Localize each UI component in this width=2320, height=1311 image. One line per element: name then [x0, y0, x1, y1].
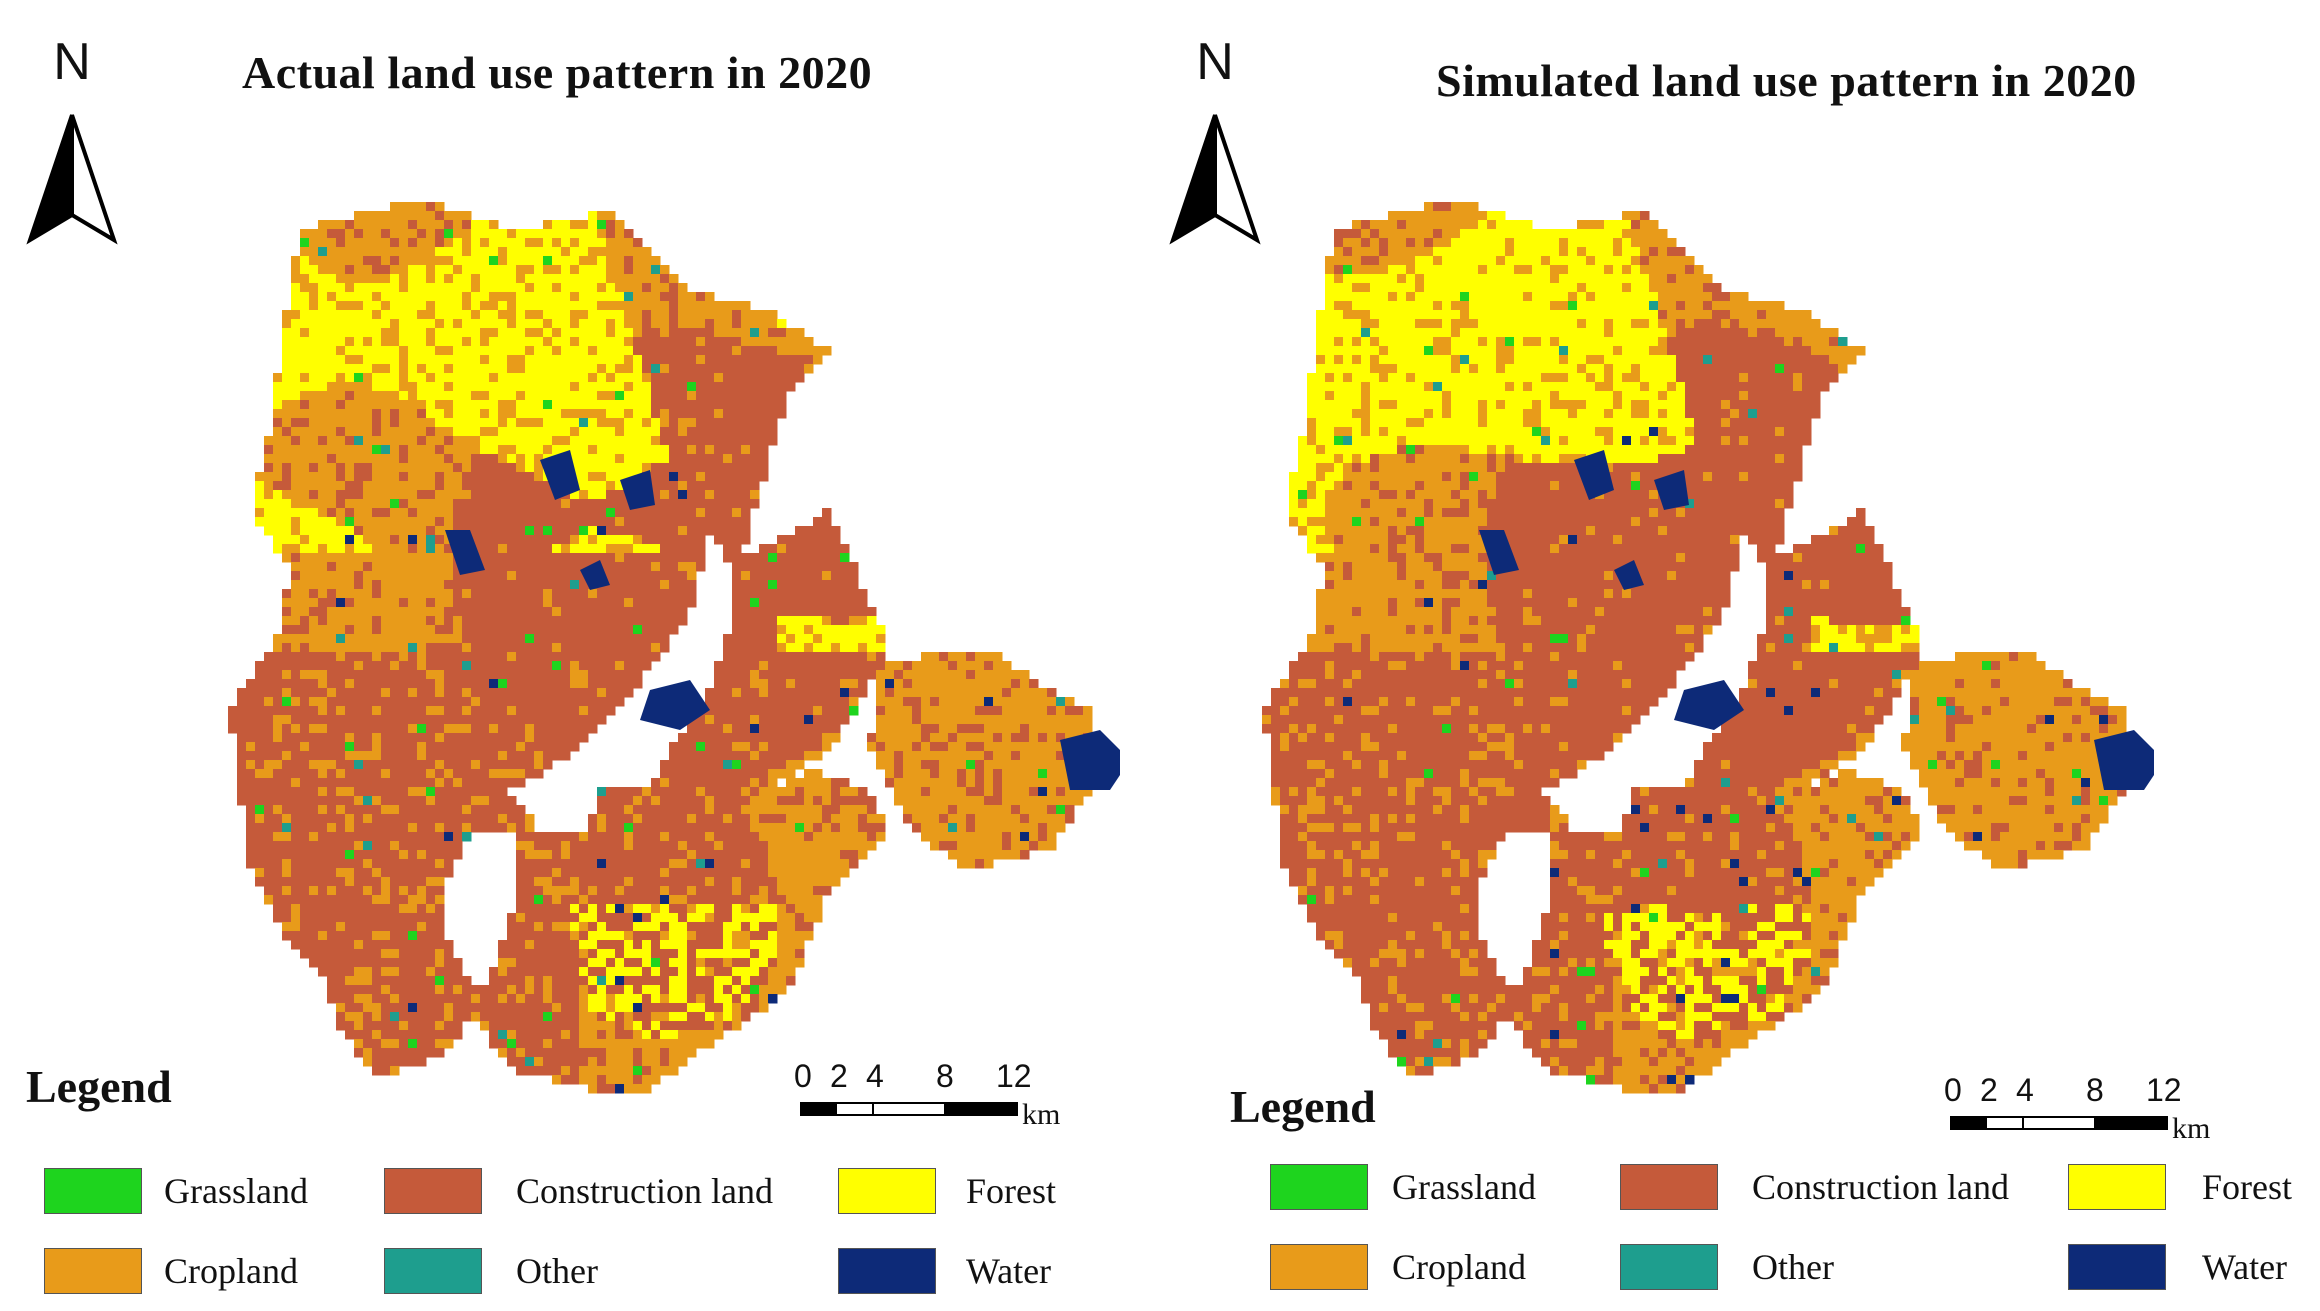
swatch-construction: [1620, 1164, 1718, 1210]
panel-simulated: Simulated land use pattern in 2020 N Leg…: [1160, 0, 2320, 1311]
legend-item-other: Other: [1620, 1244, 1834, 1290]
scale-bar: 0 2 4 8 12 km: [1944, 1072, 2210, 1145]
scale-tick: 2: [1980, 1072, 1998, 1108]
map-title: Actual land use pattern in 2020: [242, 47, 873, 98]
scale-tick: 0: [1944, 1072, 1962, 1108]
north-label: N: [1196, 33, 1234, 91]
scale-bar: 0 2 4 8 12 km: [794, 1058, 1060, 1131]
legend-item-construction: Construction land: [384, 1168, 773, 1214]
legend-item-forest: Forest: [2068, 1164, 2292, 1210]
legend-item-cropland: Cropland: [1270, 1244, 1526, 1290]
north-arrow-icon: N: [22, 33, 122, 250]
scale-unit: km: [1022, 1098, 1061, 1131]
swatch-other: [384, 1248, 482, 1294]
map-title: Simulated land use pattern in 2020: [1436, 55, 2137, 106]
swatch-construction: [384, 1168, 482, 1214]
panel-actual: Actual land use pattern in 2020 N Legend…: [22, 33, 1120, 1294]
scale-tick: 12: [2146, 1072, 2182, 1108]
scale-tick: 8: [2086, 1072, 2104, 1108]
legend-item-water: Water: [838, 1248, 1051, 1294]
scale-tick: 0: [794, 1058, 812, 1094]
scale-tick: 12: [996, 1058, 1032, 1094]
scale-tick: 2: [830, 1058, 848, 1094]
swatch-forest: [2068, 1164, 2166, 1210]
legend-item-cropland: Cropland: [44, 1248, 298, 1294]
legend-title: Legend: [26, 1061, 172, 1112]
swatch-other: [1620, 1244, 1718, 1290]
north-label: N: [53, 33, 91, 91]
swatch-grassland: [44, 1168, 142, 1214]
legend-item-forest: Forest: [838, 1168, 1056, 1214]
legend-item-other: Other: [384, 1248, 598, 1294]
scale-unit: km: [2172, 1112, 2211, 1145]
land-use-map: [1262, 202, 2154, 1094]
legend-item-water: Water: [2068, 1244, 2287, 1290]
scale-tick: 4: [866, 1058, 884, 1094]
swatch-grassland: [1270, 1164, 1368, 1210]
swatch-cropland: [1270, 1244, 1368, 1290]
swatch-forest: [838, 1168, 936, 1214]
scale-tick: 4: [2016, 1072, 2034, 1108]
legend-item-construction: Construction land: [1620, 1164, 2009, 1210]
swatch-cropland: [44, 1248, 142, 1294]
north-arrow-icon: N: [1165, 33, 1265, 250]
legend-title: Legend: [1230, 1081, 1376, 1132]
legend-item-grassland: Grassland: [1270, 1164, 1536, 1210]
legend-item-grassland: Grassland: [44, 1168, 308, 1214]
scale-tick: 8: [936, 1058, 954, 1094]
land-use-map: [228, 202, 1120, 1094]
swatch-water: [838, 1248, 936, 1294]
swatch-water: [2068, 1244, 2166, 1290]
